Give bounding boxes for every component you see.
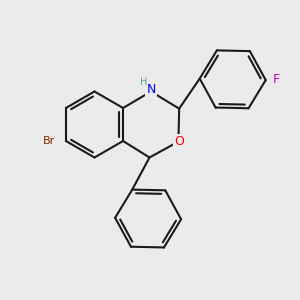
Text: O: O (174, 135, 184, 148)
Text: N: N (146, 82, 156, 96)
Text: Br: Br (43, 136, 56, 146)
Text: F: F (273, 73, 280, 86)
Text: H: H (140, 77, 147, 87)
